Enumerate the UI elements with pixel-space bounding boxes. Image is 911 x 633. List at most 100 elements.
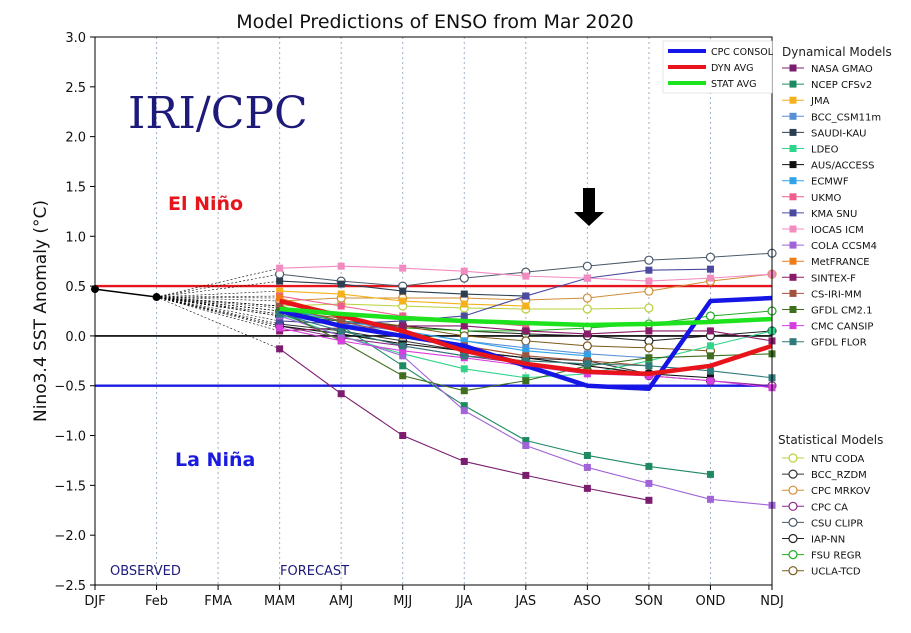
legend-label: GFDL CM2.1 xyxy=(811,306,872,317)
y-axis-label: Nino3.4 SST Anomaly (°C) xyxy=(31,200,51,422)
model-marker xyxy=(337,302,345,310)
legend-label: NCEP CFSv2 xyxy=(811,80,872,91)
model-marker xyxy=(522,302,530,310)
legend-swatch-marker xyxy=(788,533,798,544)
model-marker xyxy=(522,377,530,385)
legend-swatch-marker xyxy=(789,209,797,217)
model-marker xyxy=(460,387,468,395)
model-marker xyxy=(337,327,345,335)
statistical-legend: NTU CODA BCC_RZDM CPC MRKOV CPC CA CSU CLIPR… xyxy=(782,453,870,578)
forecast-label: FORECAST xyxy=(280,564,349,579)
model-marker xyxy=(276,317,284,325)
model-marker xyxy=(522,357,530,365)
x-tick-label: FMA xyxy=(204,594,232,609)
y-tick-label: −1.0 xyxy=(54,430,86,445)
model-marker xyxy=(337,280,345,288)
y-tick-label: −2.0 xyxy=(54,529,86,544)
model-series-group xyxy=(276,287,530,310)
model-marker xyxy=(399,432,407,440)
model-marker xyxy=(399,352,407,360)
model-marker xyxy=(645,354,653,362)
x-tick-label: OND xyxy=(695,594,725,609)
model-marker xyxy=(276,287,284,295)
model-marker xyxy=(522,322,530,330)
legend-label: IAP-NN xyxy=(811,535,845,546)
model-marker xyxy=(522,272,530,280)
model-marker xyxy=(522,442,530,450)
observed-label: OBSERVED xyxy=(110,564,181,579)
model-marker xyxy=(276,264,284,272)
axes: DJF Feb FMA MAM AMJ MJJ JJA JAS ASO SON OND NDJ −2.5… xyxy=(54,31,783,609)
legend-swatch-marker xyxy=(789,112,797,120)
model-marker xyxy=(460,365,468,373)
legend-label: UCLA-TCD xyxy=(811,567,861,578)
legend-label: FSU REGR xyxy=(811,551,861,562)
model-marker xyxy=(522,352,530,360)
summary-legend: CPC CONSOL DYN AVG STAT AVG xyxy=(662,40,774,94)
legend-swatch-marker xyxy=(789,193,797,201)
model-marker xyxy=(583,484,591,492)
legend-swatch-marker xyxy=(789,273,797,281)
legend-label: SINTEX-F xyxy=(811,273,856,284)
legend-swatch-marker xyxy=(789,128,797,136)
legend-swatch-marker xyxy=(789,338,797,346)
statistical-legend-title: Statistical Models xyxy=(778,433,883,447)
model-marker xyxy=(459,273,469,283)
model-marker xyxy=(583,451,591,459)
fan-line xyxy=(156,296,280,309)
model-line xyxy=(279,305,711,475)
y-tick-label: 3.0 xyxy=(65,31,86,46)
legend-swatch-marker xyxy=(789,322,797,330)
model-marker xyxy=(460,407,468,415)
model-series-group xyxy=(276,345,653,504)
legend-label: IOCAS ICM xyxy=(811,225,864,236)
model-marker xyxy=(706,367,714,375)
legend-label: CSU CLIPR xyxy=(811,518,863,529)
model-marker xyxy=(276,277,284,285)
model-marker xyxy=(460,322,468,330)
model-marker xyxy=(705,311,716,321)
summary-line xyxy=(279,306,773,328)
model-marker xyxy=(522,327,530,335)
model-marker xyxy=(645,496,653,504)
legend-label: BCC_CSM11m xyxy=(811,112,881,123)
model-marker xyxy=(645,362,653,370)
fan-line xyxy=(156,280,280,298)
legend-label: ECMWF xyxy=(811,177,849,188)
legend-label: CPC CA xyxy=(811,502,848,513)
legend-swatch-marker xyxy=(789,96,797,104)
model-marker xyxy=(645,277,653,285)
model-marker xyxy=(706,327,714,335)
model-marker xyxy=(399,297,407,305)
model-marker xyxy=(276,294,284,302)
model-marker xyxy=(399,317,407,325)
model-marker xyxy=(644,303,654,313)
fan-line xyxy=(156,296,280,327)
model-marker xyxy=(583,463,591,471)
model-marker xyxy=(276,324,284,332)
dynamical-legend-title: Dynamical Models xyxy=(782,45,892,59)
fan-line xyxy=(156,296,280,312)
model-marker xyxy=(460,267,468,275)
x-tick-label: AMJ xyxy=(329,594,353,609)
fan-line xyxy=(156,296,280,322)
legend-swatch-marker xyxy=(789,289,797,297)
model-marker xyxy=(645,327,653,335)
legend-label: JMA xyxy=(810,96,830,107)
summary-line xyxy=(279,298,773,377)
model-marker xyxy=(276,302,284,310)
model-marker xyxy=(583,274,591,282)
model-marker xyxy=(337,290,345,298)
model-marker xyxy=(399,372,407,380)
model-marker xyxy=(582,304,592,314)
legend-label: GFDL FLOR xyxy=(811,338,867,349)
fan-line xyxy=(156,296,280,317)
legend-label: UKMO xyxy=(811,193,842,204)
legend-swatch-marker xyxy=(788,566,798,576)
legend-swatch-marker xyxy=(789,241,797,249)
model-marker xyxy=(582,261,592,271)
legend-label: LDEO xyxy=(811,145,839,156)
model-marker xyxy=(706,352,714,360)
model-marker xyxy=(337,332,345,340)
